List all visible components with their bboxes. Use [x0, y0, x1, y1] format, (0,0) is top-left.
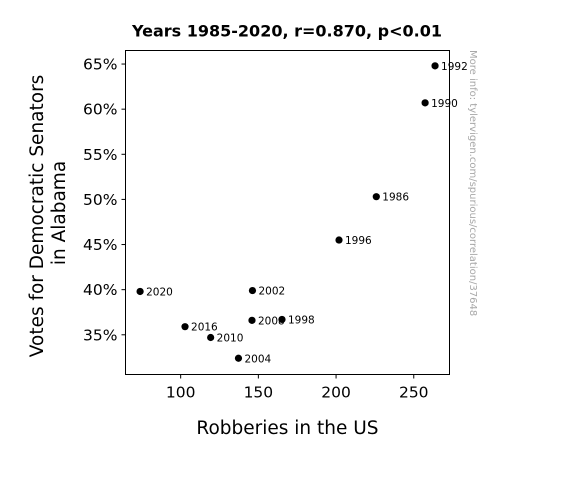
y-axis: 35% 40% 45% 50% 55% 60% 65%: [83, 56, 126, 344]
data-point: [234, 354, 243, 362]
y-tick-label: 45%: [83, 236, 117, 254]
data-point: [136, 287, 144, 296]
data-point-label: 2008: [258, 315, 285, 327]
data-point-label: 1996: [345, 235, 372, 247]
data-points: 1986 1990 1992 1996 1998 2002 2004 2008 20102016…: [136, 61, 468, 365]
data-point-label: 2002: [258, 286, 285, 298]
y-tick-label: 55%: [83, 146, 117, 164]
data-point-label: 2016: [191, 322, 218, 334]
plot-area: 100 150 200 250 35%40%45%50%55%60%65% 19861…: [83, 50, 468, 402]
data-point: [431, 62, 439, 70]
y-axis-label-line-2: in Alabama: [49, 161, 70, 265]
y-tick-label: 35%: [83, 326, 117, 344]
data-point: [372, 193, 380, 201]
x-tick-label: 250: [399, 384, 429, 402]
x-tick-label: 200: [321, 384, 351, 402]
chart-title: Years 1985-2020, r=0.870, p<0.01: [131, 22, 442, 41]
y-tick-label: 65%: [83, 56, 117, 74]
data-point: [278, 315, 286, 324]
y-tick-label: 50%: [83, 191, 117, 209]
data-point: [335, 236, 343, 244]
watermark: More info: tylervigen.com/spurious/corre…: [467, 50, 478, 316]
data-point-label: 1992: [441, 61, 468, 73]
data-point-label: 1998: [288, 314, 315, 326]
y-axis-label: Votes for Democratic Senators in Alabama: [27, 69, 70, 357]
data-point-label: 1990: [431, 98, 458, 110]
data-point-label: 2020: [146, 286, 173, 298]
plot-frame: [125, 50, 450, 375]
y-tick-label: 40%: [83, 281, 117, 299]
x-axis-label: Robberies in the US: [196, 418, 378, 439]
y-tick-label: 60%: [83, 101, 117, 119]
data-point: [248, 316, 256, 324]
y-axis-label-line-1: Votes for Democratic Senators: [27, 75, 48, 358]
data-point: [181, 323, 189, 331]
data-point-label: 2010: [217, 332, 244, 344]
x-tick-label: 150: [244, 384, 274, 402]
data-point-label: 1986: [382, 192, 409, 204]
x-axis: 100 150 200 250: [166, 374, 429, 402]
data-point: [248, 286, 257, 295]
data-point-label: 2004: [244, 353, 271, 365]
x-tick-label: 100: [166, 384, 196, 402]
data-point: [207, 333, 215, 342]
data-point: [421, 99, 429, 107]
